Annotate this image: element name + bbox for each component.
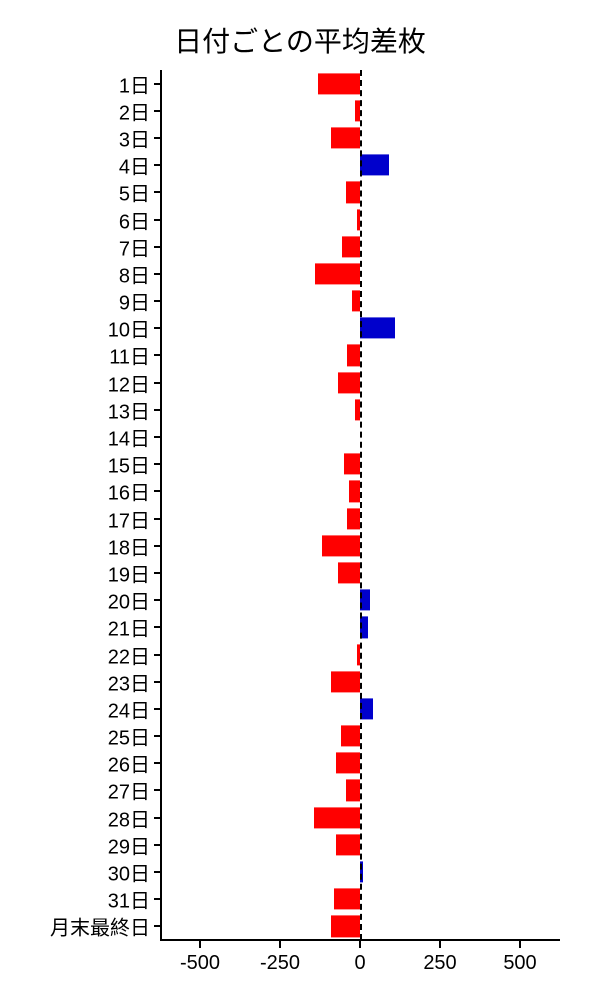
y-tick-label: 16日 [108,477,150,506]
y-tick-label: 7日 [119,232,150,261]
bar [331,671,360,692]
x-tick-mark [439,940,441,948]
y-tick-label: 14日 [108,423,150,452]
chart-page: 日付ごとの平均差枚 1日2日3日4日5日6日7日8日9日10日11日12日13日… [0,0,600,1000]
y-tick-label: 24日 [108,694,150,723]
y-tick-label: 18日 [108,531,150,560]
y-tick-label: 31日 [108,885,150,914]
chart-title: 日付ごとの平均差枚 [0,20,600,60]
y-tick-label: 25日 [108,722,150,751]
plot-area: 1日2日3日4日5日6日7日8日9日10日11日12日13日14日15日16日1… [160,70,560,940]
x-tick-label: -250 [260,952,300,975]
y-tick-label: 26日 [108,749,150,778]
bar [347,508,360,529]
bar [338,562,360,583]
bar [352,290,360,311]
bar [331,916,360,937]
y-tick-label: 8日 [119,259,150,288]
bar [314,807,360,828]
bar [318,73,360,94]
y-tick-label: 2日 [119,96,150,125]
bar [331,127,360,148]
y-tick-label: 30日 [108,858,150,887]
y-tick-label: 1日 [119,69,150,98]
bar [336,753,360,774]
y-tick-label: 4日 [119,151,150,180]
bar [360,155,389,176]
bar [347,345,360,366]
y-tick-label: 22日 [108,640,150,669]
bar [342,236,360,257]
bar [334,889,360,910]
bar [349,481,360,502]
zero-line [360,70,362,940]
x-tick-label: 250 [423,952,456,975]
y-tick-label: 15日 [108,450,150,479]
y-tick-label: 9日 [119,287,150,316]
y-tick-label: 28日 [108,803,150,832]
bar [336,834,360,855]
x-tick-mark [359,940,361,948]
y-tick-label: 11日 [109,341,150,370]
bar [346,182,360,203]
bar [346,780,360,801]
x-tick-mark [199,940,201,948]
x-tick-label: 500 [503,952,536,975]
bar [344,454,360,475]
y-tick-label: 23日 [108,667,150,696]
bar [341,725,360,746]
y-tick-label: 21日 [108,613,150,642]
y-tick-label: 10日 [108,314,150,343]
x-tick-mark [519,940,521,948]
y-tick-label: 12日 [108,368,150,397]
y-tick-label: 3日 [119,123,150,152]
bar [315,263,360,284]
y-tick-label: 27日 [108,776,150,805]
bar [338,372,360,393]
bar [360,318,395,339]
bar [322,535,360,556]
y-tick-label: 19日 [108,558,150,587]
x-tick-mark [279,940,281,948]
y-tick-label: 13日 [108,395,150,424]
y-tick-label: 月末最終日 [50,912,150,941]
y-axis-spine [160,70,162,940]
x-tick-label: -500 [180,952,220,975]
y-tick-label: 29日 [108,830,150,859]
y-tick-label: 6日 [119,205,150,234]
y-tick-label: 17日 [108,504,150,533]
y-tick-label: 20日 [108,586,150,615]
y-tick-label: 5日 [119,178,150,207]
x-tick-label: 0 [354,952,365,975]
